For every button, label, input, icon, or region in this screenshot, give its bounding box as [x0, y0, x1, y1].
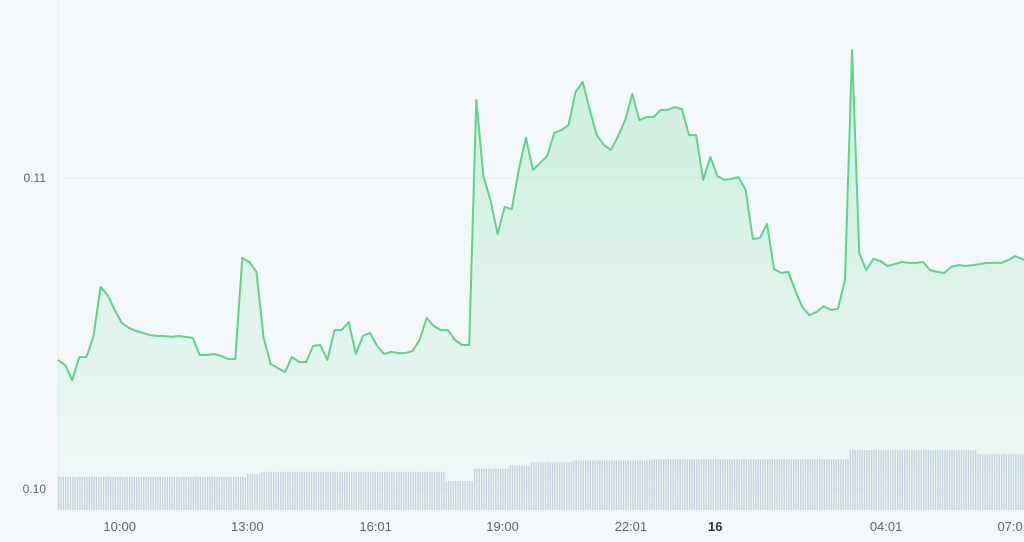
x-tick-label: 16 [708, 519, 722, 534]
y-tick-label: 0.11 [24, 171, 47, 185]
x-tick-label: 07:01 [997, 519, 1024, 534]
x-tick-label: 04:01 [870, 519, 903, 534]
x-tick-label: 19:00 [486, 519, 519, 534]
price-area-fill [58, 49, 1024, 510]
x-tick-label: 13:00 [231, 519, 264, 534]
y-axis-ticks: 0.10 0.11 [23, 171, 47, 496]
y-tick-label: 0.10 [23, 482, 47, 496]
price-line [57, 48, 1024, 382]
x-tick-label: 16:01 [359, 519, 392, 534]
x-tick-label: 10:00 [103, 519, 136, 534]
x-tick-label: 22:01 [615, 519, 648, 534]
x-axis-ticks: 10:00 13:00 16:01 19:00 22:01 16 04:01 07:01 [103, 519, 1024, 534]
